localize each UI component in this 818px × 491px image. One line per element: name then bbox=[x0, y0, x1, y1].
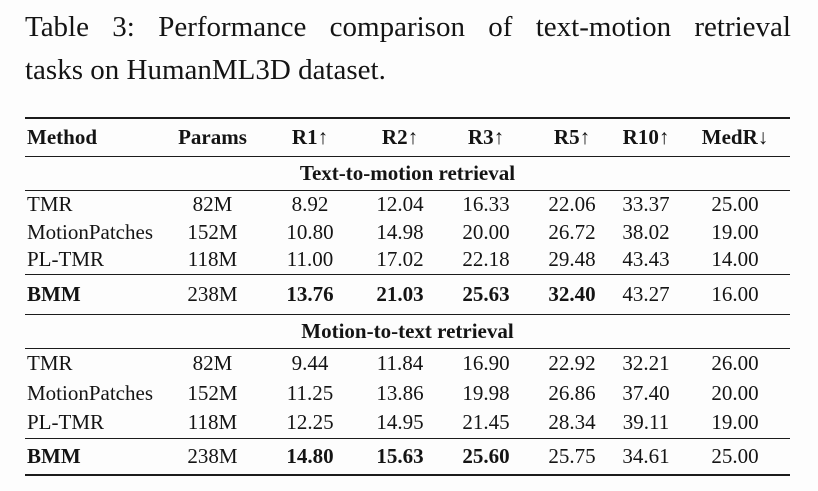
r3-cell: 25.60 bbox=[462, 443, 510, 468]
method-cell: BMM bbox=[27, 281, 81, 306]
caption-line2: tasks on HumanML3D dataset. bbox=[25, 54, 386, 86]
r2-cell: 14.98 bbox=[376, 219, 424, 244]
table-row: PL-TMR 118M 12.25 14.95 21.45 28.34 39.1… bbox=[25, 408, 790, 438]
table-row-bmm: BMM 238M 13.76 21.03 25.63 32.40 43.27 1… bbox=[25, 274, 790, 314]
params-cell: 152M bbox=[187, 380, 238, 405]
r2-cell: 17.02 bbox=[376, 247, 424, 272]
r1-cell: 14.80 bbox=[286, 443, 334, 468]
col-header-r10: R10↑ bbox=[622, 124, 670, 149]
r1-cell: 13.76 bbox=[286, 281, 334, 306]
r3-cell: 25.63 bbox=[462, 281, 510, 306]
r10-cell: 33.37 bbox=[622, 191, 670, 216]
col-header-params: Params bbox=[178, 124, 247, 149]
r5-cell: 26.72 bbox=[548, 219, 596, 244]
method-cell: MotionPatches bbox=[27, 380, 153, 405]
results-table: Method Params R1↑ R2↑ R3↑ R5↑ R10↑ MedR↓… bbox=[25, 117, 790, 476]
r1-cell: 9.44 bbox=[291, 350, 329, 375]
r1-cell: 11.25 bbox=[286, 380, 334, 405]
method-cell: PL-TMR bbox=[27, 410, 105, 435]
r10-cell: 43.43 bbox=[622, 247, 670, 272]
medr-cell: 19.00 bbox=[711, 219, 759, 244]
r5-cell: 26.86 bbox=[548, 380, 596, 405]
table-row: TMR 82M 9.44 11.84 16.90 22.92 32.21 26.… bbox=[25, 348, 790, 378]
r10-cell: 43.27 bbox=[622, 281, 670, 306]
caption-line1: Table 3: Performance comparison of text-… bbox=[25, 11, 791, 43]
col-header-r3: R3↑ bbox=[467, 124, 505, 149]
r3-cell: 16.33 bbox=[462, 191, 510, 216]
r5-cell: 32.40 bbox=[548, 281, 596, 306]
medr-cell: 19.00 bbox=[711, 410, 759, 435]
r10-cell: 34.61 bbox=[622, 443, 670, 468]
r10-cell: 32.21 bbox=[622, 350, 670, 375]
section-title: Text-to-motion retrieval bbox=[299, 160, 516, 185]
table-row: PL-TMR 118M 11.00 17.02 22.18 29.48 43.4… bbox=[25, 246, 790, 274]
params-cell: 238M bbox=[187, 443, 238, 468]
medr-cell: 14.00 bbox=[711, 247, 759, 272]
r1-cell: 8.92 bbox=[291, 191, 329, 216]
table-caption: Table 3: Performance comparison of text-… bbox=[25, 6, 791, 92]
table-row: MotionPatches 152M 11.25 13.86 19.98 26.… bbox=[25, 378, 790, 408]
r1-cell: 12.25 bbox=[286, 410, 334, 435]
params-cell: 82M bbox=[192, 191, 233, 216]
method-cell: TMR bbox=[27, 191, 73, 216]
paper-page: Table 3: Performance comparison of text-… bbox=[25, 6, 791, 476]
params-cell: 82M bbox=[192, 350, 233, 375]
method-cell: PL-TMR bbox=[27, 247, 105, 272]
r2-cell: 21.03 bbox=[376, 281, 424, 306]
r2-cell: 12.04 bbox=[376, 191, 424, 216]
r10-cell: 38.02 bbox=[622, 219, 670, 244]
r3-cell: 20.00 bbox=[462, 219, 510, 244]
r5-cell: 28.34 bbox=[548, 410, 596, 435]
medr-cell: 25.00 bbox=[711, 443, 759, 468]
r5-cell: 22.06 bbox=[548, 191, 596, 216]
table-row: MotionPatches 152M 10.80 14.98 20.00 26.… bbox=[25, 218, 790, 246]
medr-cell: 25.00 bbox=[711, 191, 759, 216]
r2-cell: 14.95 bbox=[376, 410, 424, 435]
col-header-r2: R2↑ bbox=[381, 124, 419, 149]
r3-cell: 21.45 bbox=[462, 410, 510, 435]
r1-cell: 10.80 bbox=[286, 219, 334, 244]
r5-cell: 29.48 bbox=[548, 247, 596, 272]
params-cell: 238M bbox=[187, 281, 238, 306]
method-cell: TMR bbox=[27, 350, 73, 375]
r2-cell: 15.63 bbox=[376, 443, 424, 468]
medr-cell: 16.00 bbox=[711, 281, 759, 306]
method-cell: BMM bbox=[27, 443, 81, 468]
section-header-text-to-motion: Text-to-motion retrieval bbox=[25, 156, 790, 190]
medr-cell: 20.00 bbox=[711, 380, 759, 405]
r5-cell: 22.92 bbox=[548, 350, 596, 375]
r3-cell: 16.90 bbox=[462, 350, 510, 375]
table-row: TMR 82M 8.92 12.04 16.33 22.06 33.37 25.… bbox=[25, 190, 790, 218]
r10-cell: 39.11 bbox=[622, 410, 670, 435]
r2-cell: 11.84 bbox=[376, 350, 424, 375]
params-cell: 118M bbox=[187, 410, 238, 435]
r3-cell: 19.98 bbox=[462, 380, 510, 405]
table-header-row: Method Params R1↑ R2↑ R3↑ R5↑ R10↑ MedR↓ bbox=[25, 118, 790, 156]
col-header-r5: R5↑ bbox=[553, 124, 591, 149]
params-cell: 118M bbox=[187, 247, 238, 272]
method-cell: MotionPatches bbox=[27, 219, 153, 244]
col-header-medr: MedR↓ bbox=[701, 124, 769, 149]
params-cell: 152M bbox=[187, 219, 238, 244]
medr-cell: 26.00 bbox=[711, 350, 759, 375]
table-row-bmm: BMM 238M 14.80 15.63 25.60 25.75 34.61 2… bbox=[25, 438, 790, 475]
col-header-method: Method bbox=[27, 124, 97, 149]
r1-cell: 11.00 bbox=[286, 247, 334, 272]
r3-cell: 22.18 bbox=[462, 247, 510, 272]
section-title: Motion-to-text retrieval bbox=[301, 318, 514, 343]
r2-cell: 13.86 bbox=[376, 380, 424, 405]
col-header-r1: R1↑ bbox=[291, 124, 329, 149]
section-header-motion-to-text: Motion-to-text retrieval bbox=[25, 314, 790, 348]
r5-cell: 25.75 bbox=[548, 443, 596, 468]
r10-cell: 37.40 bbox=[622, 380, 670, 405]
